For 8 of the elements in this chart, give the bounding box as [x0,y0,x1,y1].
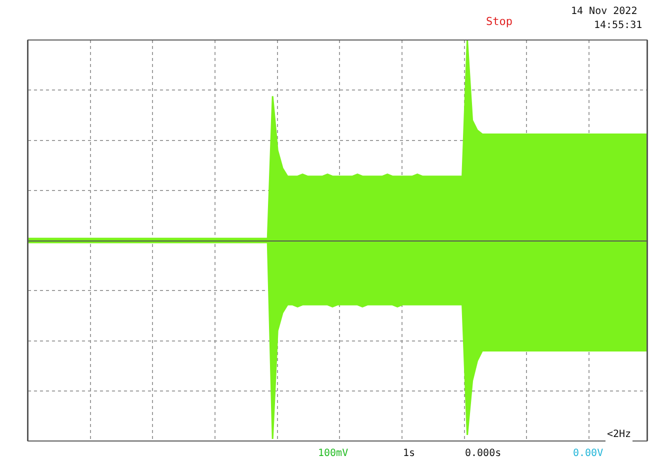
text: 14 Nov 2022 [571,6,638,17]
annotation: <2Hz [607,429,632,440]
text: 100mV [318,448,348,459]
text: 0.000s [465,448,502,459]
text: 14:55:31 [594,20,642,31]
text: 0.00V [573,448,604,459]
text: Stop [486,15,512,28]
text: 1s [403,448,416,459]
